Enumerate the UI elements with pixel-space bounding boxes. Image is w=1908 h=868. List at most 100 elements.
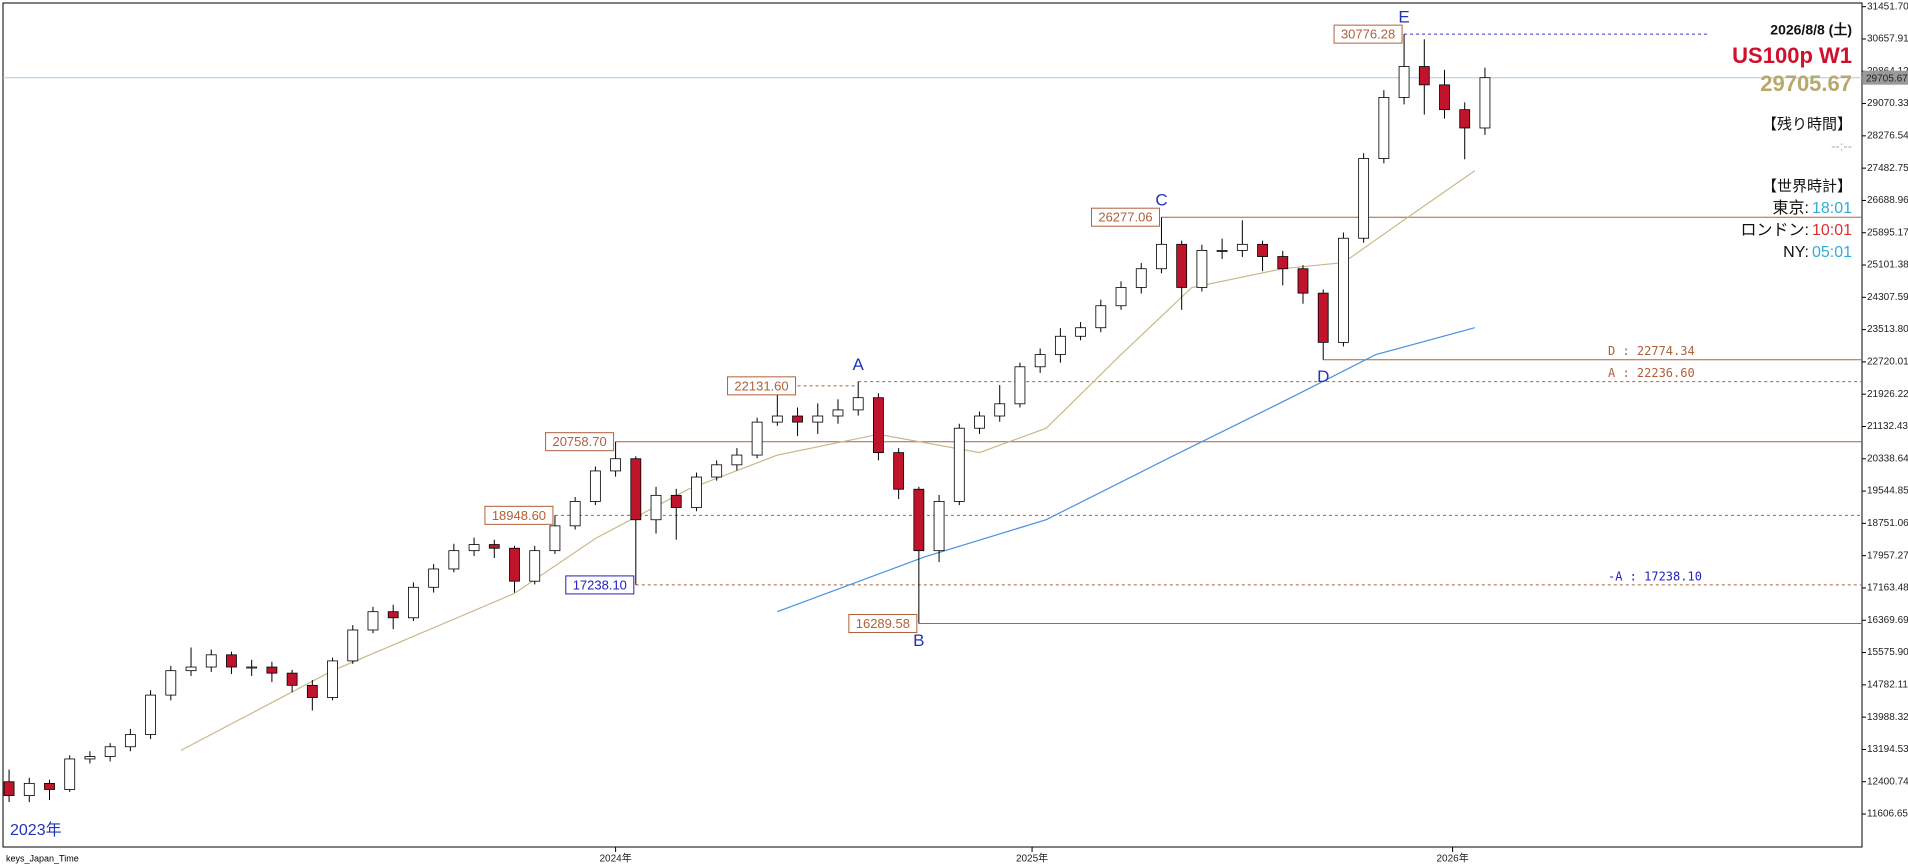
clock-time: 05:01 — [1812, 244, 1852, 261]
candle-body — [428, 568, 440, 588]
candle-body — [974, 415, 985, 429]
candle-body — [1236, 243, 1248, 251]
y-tick-label: 28276.54 — [1867, 130, 1908, 141]
candle-body — [650, 494, 662, 521]
y-tick-label: 30657.91 — [1867, 34, 1908, 45]
candle-body — [124, 734, 136, 748]
y-tick-label: 21132.43 — [1867, 421, 1908, 432]
candle-body — [1095, 305, 1107, 329]
candle-body — [529, 550, 541, 582]
candle-body — [408, 586, 419, 619]
candle-body — [23, 782, 35, 796]
candle-body — [1216, 250, 1228, 252]
y-tick-label: 19544.85 — [1867, 486, 1908, 497]
candle-body — [873, 397, 884, 454]
candle-body — [953, 427, 965, 502]
candle-body — [852, 397, 864, 411]
y-tick-label: 14782.11 — [1867, 679, 1908, 690]
level-box — [1333, 24, 1403, 44]
candle-body — [44, 782, 55, 790]
candle-body — [1034, 354, 1046, 368]
level-box — [727, 376, 797, 396]
candle-body — [812, 415, 824, 423]
candle-body — [347, 629, 359, 662]
level-box — [545, 432, 615, 452]
y-tick-label: 24307.59 — [1867, 292, 1908, 303]
footer-label: keys_Japan_Time — [6, 853, 79, 863]
candle-body — [1014, 366, 1026, 405]
clock-row: 東京: 18:01 — [1773, 199, 1853, 217]
current-price-tag — [1863, 70, 1908, 85]
level-box-label: 26277.06 — [1098, 210, 1152, 225]
point-letter: B — [913, 631, 924, 650]
candle-body — [145, 694, 156, 735]
panel-price: 29705.67 — [1760, 71, 1852, 96]
candle-body — [1054, 335, 1066, 355]
candle-body — [64, 758, 76, 790]
point-letter: D — [1317, 367, 1329, 386]
clock-city: ロンドン: — [1741, 222, 1809, 239]
candle-body — [104, 746, 116, 757]
candle-body — [1418, 66, 1430, 86]
panel-symbol: US100p W1 — [1732, 43, 1852, 68]
candle-body — [731, 454, 743, 466]
candle-body — [165, 670, 177, 696]
clock-row: NY: 05:01 — [1783, 244, 1852, 261]
level-box-label: 18948.60 — [492, 508, 546, 523]
y-tick-label: 31451.70 — [1867, 1, 1908, 12]
y-tick-label: 23513.80 — [1867, 324, 1908, 335]
candle-body — [1257, 243, 1268, 257]
candle-body — [913, 488, 925, 552]
candle-body — [1358, 158, 1370, 239]
candle-body — [1378, 97, 1390, 159]
y-tick-label: 27482.75 — [1867, 163, 1908, 174]
candle-body — [1176, 243, 1188, 288]
point-letter: A — [853, 355, 865, 374]
panel-remaining: --:-- — [1831, 138, 1852, 153]
candle-body — [711, 464, 723, 478]
candle-body — [893, 452, 905, 490]
y-tick-label: 25101.38 — [1867, 260, 1908, 271]
candle-body — [185, 666, 197, 672]
candle-body — [1196, 250, 1208, 288]
y-tick-label: 21926.22 — [1867, 389, 1908, 400]
level-box — [848, 614, 918, 634]
y-tick-label: 15575.90 — [1867, 647, 1908, 658]
candle-body — [1317, 292, 1329, 343]
candle-body — [1398, 66, 1410, 98]
candle-body — [1075, 327, 1086, 337]
moving-average-line — [180, 170, 1476, 751]
y-tick-label: 11606.65 — [1867, 809, 1908, 820]
clock-row: ロンドン: 10:01 — [1741, 222, 1853, 239]
candle-body — [994, 403, 1006, 417]
y-tick-label: 16369.69 — [1867, 615, 1908, 626]
candle-body — [670, 494, 682, 508]
candle-body — [266, 666, 278, 674]
candle-body — [246, 666, 258, 669]
clock-city: 東京: — [1773, 199, 1809, 217]
panel-clock-title: 【世界時計】 — [1762, 178, 1852, 195]
x-tick-label: 2024年 — [599, 852, 631, 865]
candle-body — [306, 684, 318, 698]
y-tick-label: 17163.48 — [1867, 583, 1908, 594]
point-letter: E — [1398, 8, 1409, 27]
candle-body — [286, 672, 298, 686]
candle-body — [3, 781, 15, 796]
level-right-label: -A : 17238.10 — [1608, 569, 1702, 583]
level-box-label: 22131.60 — [734, 378, 788, 393]
plot-frame — [2, 2, 1863, 848]
y-tick-label: 17957.27 — [1867, 550, 1908, 561]
y-tick-label: 18751.06 — [1867, 518, 1908, 529]
level-box-label: 20758.70 — [552, 434, 606, 449]
y-tick-label: 13988.32 — [1867, 712, 1908, 723]
candle-body — [1156, 243, 1167, 270]
y-tick-label: 12400.74 — [1867, 776, 1908, 787]
y-tick-label: 20338.64 — [1867, 453, 1908, 464]
y-tick-label: 13194.53 — [1867, 744, 1908, 755]
candle-body — [751, 421, 763, 456]
y-tick-label: 29070.33 — [1867, 98, 1908, 109]
x-tick-label: 2026年 — [1436, 852, 1468, 865]
candle-body — [448, 550, 460, 570]
level-box-label: 16289.58 — [856, 616, 910, 631]
